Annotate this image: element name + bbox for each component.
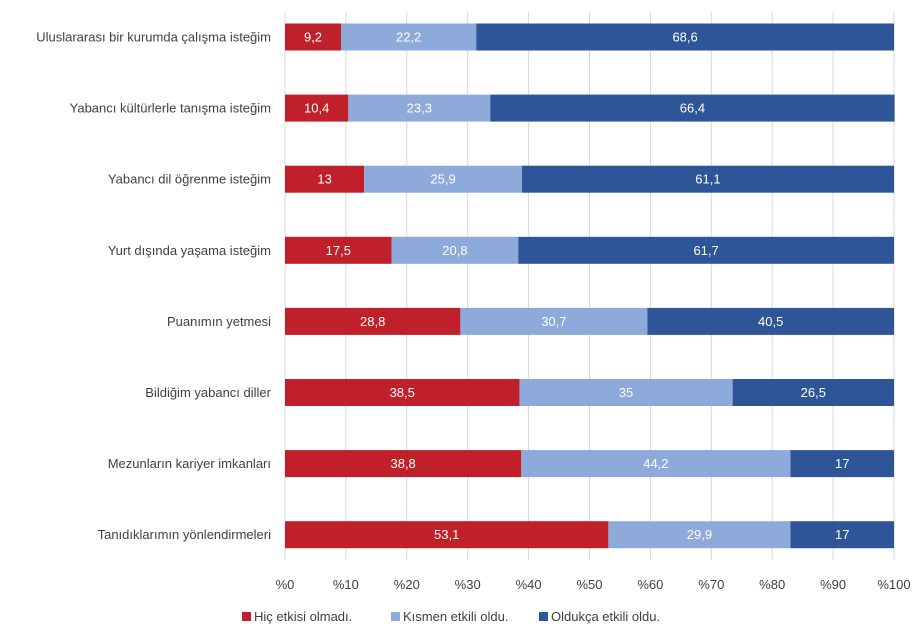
legend-swatch (539, 612, 548, 621)
legend-swatch (242, 612, 251, 621)
data-label: 61,7 (693, 243, 718, 258)
x-tick-label: %30 (455, 577, 481, 592)
bar-segment (285, 521, 609, 549)
bar-segment (790, 450, 894, 478)
data-label: 17 (835, 456, 849, 471)
data-label: 66,4 (680, 101, 705, 116)
data-label: 40,5 (758, 314, 783, 329)
x-tick-label: %10 (333, 577, 359, 592)
x-tick-label: %50 (576, 577, 602, 592)
bar-segment (647, 307, 894, 335)
x-tick-label: %60 (637, 577, 663, 592)
data-label: 30,7 (541, 314, 566, 329)
bar-segment (391, 236, 519, 264)
category-label: Yurt dışında yaşama isteğim (108, 243, 271, 258)
data-label: 61,1 (695, 172, 720, 187)
data-label: 23,3 (407, 101, 432, 116)
bar-segment (285, 307, 461, 335)
bar-segment (518, 236, 894, 264)
category-label: Yabancı dil öğrenme isteğim (108, 172, 271, 187)
bar-segment (732, 379, 894, 406)
data-label: 13 (317, 172, 331, 187)
data-label: 28,8 (360, 314, 385, 329)
bar-segment (341, 23, 477, 51)
data-label: 38,8 (390, 456, 415, 471)
data-label: 44,2 (643, 456, 668, 471)
data-label: 53,1 (434, 527, 459, 542)
data-label: 35 (619, 385, 633, 400)
category-label: Bildiğim yabancı diller (145, 385, 271, 400)
bar-segment (521, 165, 894, 193)
data-label: 29,9 (687, 527, 712, 542)
category-label: Uluslararası bir kurumda çalışma isteğim (36, 30, 271, 45)
x-tick-label: %20 (394, 577, 420, 592)
bar-segment (285, 236, 392, 264)
bar-segment (348, 94, 491, 122)
x-tick-label: %80 (759, 577, 785, 592)
data-label: 17,5 (326, 243, 351, 258)
bar-segment (285, 165, 365, 193)
gridlines (284, 12, 895, 560)
data-label: 38,5 (390, 385, 415, 400)
bar-segment (790, 521, 894, 549)
category-label: Puanımın yetmesi (167, 314, 271, 329)
data-label: 9,2 (304, 30, 322, 45)
x-tick-label: %0 (276, 577, 295, 592)
bar-segment (521, 450, 791, 478)
bar-segment (285, 94, 349, 122)
category-label: Mezunların kariyer imkanları (108, 456, 271, 471)
x-tick-label: %100 (877, 577, 910, 592)
bar-segment (476, 23, 894, 51)
data-label: 26,5 (801, 385, 826, 400)
bar-segment (608, 521, 791, 549)
legend: Hiç etkisi olmadı. Kısmen etkili oldu. Old… (242, 609, 660, 624)
bars: 9,2 22,2 68,6 10,4 23,3 66,4 13 25,9 61,1 17,5 20,… (285, 23, 895, 549)
bar-segment (285, 23, 342, 51)
legend-label: Kısmen etkili oldu. (403, 609, 509, 624)
data-label: 22,2 (396, 30, 421, 45)
category-labels: Uluslararası bir kurumda çalışma isteğim… (36, 30, 271, 543)
bar-segment (285, 379, 520, 406)
bar-segment (364, 165, 522, 193)
data-label: 17 (835, 527, 849, 542)
x-tick-label: %40 (516, 577, 542, 592)
x-tick-label: %90 (820, 577, 846, 592)
category-label: Yabancı kültürlerle tanışma isteğim (70, 101, 271, 116)
bar-segment (460, 307, 648, 335)
bar-segment (490, 94, 895, 122)
data-label: 68,6 (672, 30, 697, 45)
legend-swatch (391, 612, 400, 621)
legend-label: Hiç etkisi olmadı. (254, 609, 352, 624)
category-label: Tanıdıklarımın yönlendirmeleri (98, 527, 272, 542)
bar-segment (285, 450, 522, 478)
legend-label: Oldukça etkili oldu. (551, 609, 660, 624)
x-axis-ticks: %0 %10 %20 %30 %40 %50 %60 %70 %80 %90 %100 (276, 577, 911, 592)
bar-segment (519, 379, 733, 406)
x-tick-label: %70 (698, 577, 724, 592)
data-label: 20,8 (442, 243, 467, 258)
data-label: 10,4 (304, 101, 329, 116)
data-label: 25,9 (430, 172, 455, 187)
